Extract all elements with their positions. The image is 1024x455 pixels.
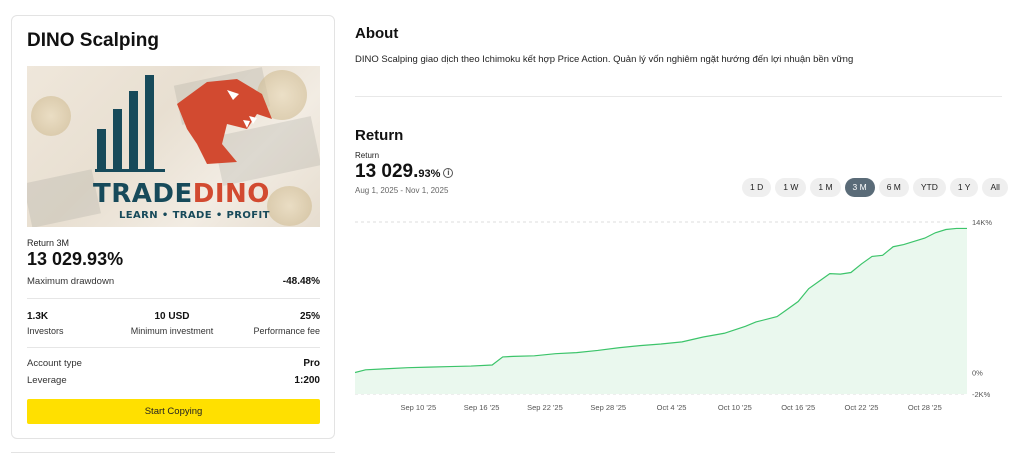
- stat-minimum-investment: 10 USD Minimum investment: [130, 311, 214, 336]
- return-sub-label: Return: [355, 151, 380, 160]
- return-chart: 14K% 0% -2K% Sep 10 '25 Sep 16 '25 Sep 22 '25…: [355, 218, 992, 412]
- x-tick-label: Oct 16 '25: [781, 403, 815, 412]
- divider: [27, 347, 320, 348]
- start-copying-button[interactable]: Start Copying: [27, 399, 320, 424]
- y-tick-label: 0%: [972, 369, 983, 378]
- account-type-label: Account type: [27, 358, 82, 369]
- stat-investors: 1.3K Investors: [27, 311, 64, 336]
- strategy-card: DINO Scalping TRADEDINO LEARN • TRADE • …: [11, 15, 335, 439]
- y-tick-label: 14K%: [972, 218, 992, 227]
- strategy-banner-image: TRADEDINO LEARN • TRADE • PROFIT: [27, 66, 320, 227]
- divider: [355, 96, 1002, 97]
- divider: [27, 298, 320, 299]
- x-tick-label: Oct 4 '25: [657, 403, 687, 412]
- max-drawdown-label: Maximum drawdown: [27, 276, 115, 287]
- leverage-label: Leverage: [27, 375, 67, 386]
- banner-tagline: LEARN • TRADE • PROFIT: [119, 210, 270, 221]
- period-1w[interactable]: 1 W: [775, 178, 807, 197]
- strategy-title: DINO Scalping: [27, 30, 159, 51]
- divider: [11, 452, 335, 453]
- leverage-row: Leverage 1:200: [27, 375, 320, 386]
- return-total-value: 13 029.93% i: [355, 161, 454, 183]
- x-tick-label: Oct 28 '25: [908, 403, 942, 412]
- info-icon[interactable]: i: [443, 168, 454, 178]
- return-date-range: Aug 1, 2025 - Nov 1, 2025: [355, 186, 449, 195]
- return-period-label: Return 3M: [27, 238, 70, 248]
- period-ytd[interactable]: YTD: [912, 178, 946, 197]
- x-tick-label: Sep 28 '25: [590, 403, 626, 412]
- x-tick-label: Oct 22 '25: [845, 403, 879, 412]
- period-1m[interactable]: 1 M: [810, 178, 841, 197]
- series-area: [355, 228, 967, 394]
- return-value: 13 029.93%: [27, 249, 124, 269]
- banner-brand-name: TRADEDINO: [93, 179, 270, 209]
- dino-logo-icon: [177, 79, 272, 164]
- x-tick-label: Sep 16 '25: [464, 403, 500, 412]
- account-type-value: Pro: [303, 358, 320, 369]
- period-3m[interactable]: 3 M: [844, 178, 875, 197]
- account-type-row: Account type Pro: [27, 358, 320, 369]
- period-1y[interactable]: 1 Y: [949, 178, 979, 197]
- period-6m[interactable]: 6 M: [878, 178, 909, 197]
- x-tick-label: Oct 10 '25: [718, 403, 752, 412]
- period-1d[interactable]: 1 D: [742, 178, 772, 197]
- about-heading: About: [355, 25, 399, 42]
- x-tick-label: Sep 10 '25: [400, 403, 436, 412]
- max-drawdown-row: Maximum drawdown -48.48%: [27, 276, 320, 287]
- period-all[interactable]: All: [982, 178, 1008, 197]
- about-text: DINO Scalping giao dịch theo Ichimoku kế…: [355, 54, 854, 65]
- series-line: [355, 227, 967, 374]
- period-selector: 1 D 1 W 1 M 3 M 6 M YTD 1 Y All: [742, 178, 1008, 197]
- leverage-value: 1:200: [294, 375, 320, 386]
- max-drawdown-value: -48.48%: [282, 276, 320, 287]
- return-heading: Return: [355, 127, 404, 144]
- x-tick-label: Sep 22 '25: [527, 403, 563, 412]
- y-tick-label: -2K%: [972, 390, 991, 399]
- stat-performance-fee: 25% Performance fee: [253, 311, 320, 336]
